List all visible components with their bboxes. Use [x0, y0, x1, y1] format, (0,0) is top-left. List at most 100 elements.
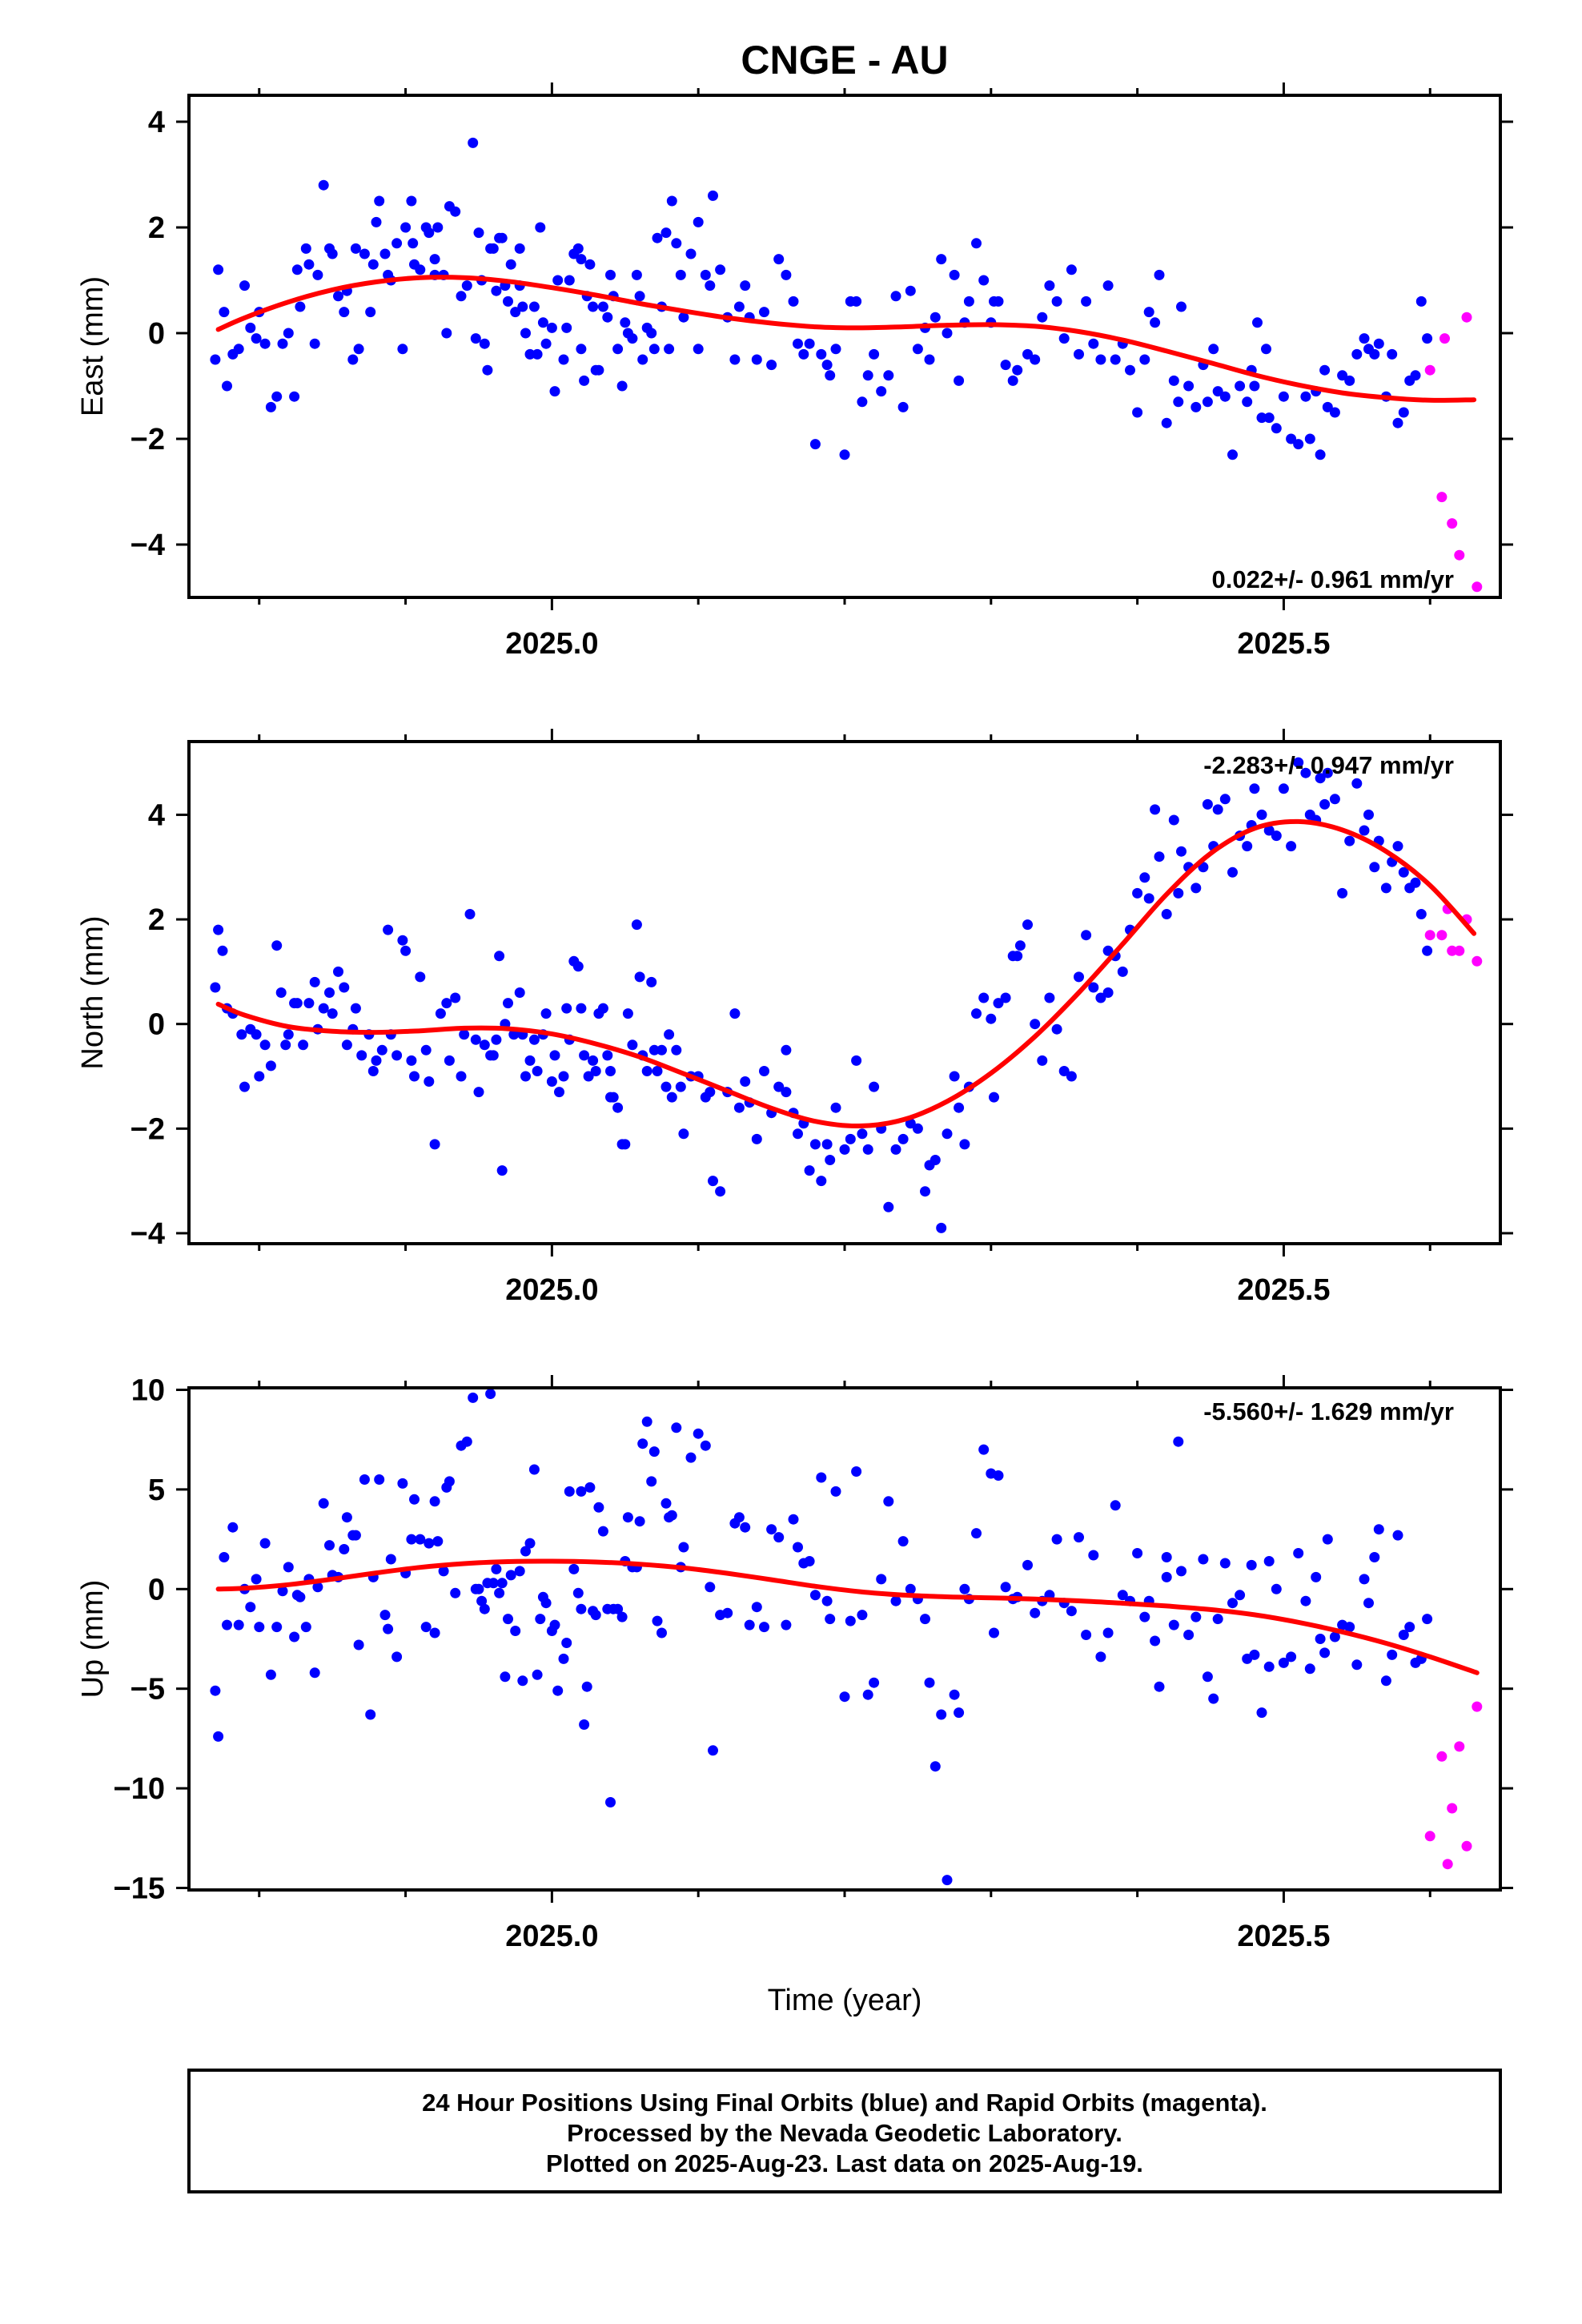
final-orbit-point	[1095, 354, 1106, 365]
final-orbit-point	[1143, 307, 1154, 318]
final-orbit-point	[637, 354, 648, 365]
fit-curve	[215, 275, 1477, 403]
final-orbit-point	[959, 1583, 970, 1594]
final-orbit-point	[1369, 862, 1380, 873]
final-orbit-point	[219, 307, 230, 318]
final-orbit-point	[309, 976, 320, 987]
final-orbit-point	[930, 1155, 941, 1165]
final-orbit-point	[788, 296, 799, 307]
final-orbit-point	[450, 1587, 461, 1598]
final-orbit-point	[385, 1554, 396, 1565]
final-orbit-point	[1235, 380, 1246, 392]
final-orbit-point	[1246, 1559, 1257, 1570]
final-orbit-point	[1256, 1707, 1267, 1719]
final-orbit-point	[383, 1623, 394, 1634]
final-orbit-point	[1161, 1571, 1172, 1582]
final-orbit-point	[759, 1066, 769, 1076]
final-orbit-point	[1278, 1657, 1289, 1668]
final-orbit-point	[444, 1055, 455, 1066]
final-orbit-point	[584, 259, 596, 270]
final-orbit-point	[993, 998, 1004, 1009]
final-orbit-point	[1117, 1590, 1128, 1601]
final-orbit-point	[1095, 1651, 1106, 1663]
footer-line-1: 24 Hour Positions Using Final Orbits (bl…	[422, 2089, 1267, 2117]
final-orbit-point	[1044, 280, 1055, 292]
final-orbit-point	[441, 998, 452, 1009]
final-orbit-point	[1392, 1530, 1403, 1541]
final-orbit-point	[1319, 1647, 1331, 1659]
x-tick-label: 2025.0	[505, 627, 598, 661]
final-orbit-point	[646, 976, 657, 987]
plot-frame	[187, 94, 1502, 599]
final-orbit-point	[1202, 798, 1213, 810]
final-orbit-point	[857, 1610, 868, 1621]
final-orbit-point	[350, 1530, 361, 1541]
final-orbit-point	[700, 269, 711, 280]
rapid-orbit-point	[1436, 492, 1447, 503]
final-orbit-point	[986, 1013, 997, 1024]
final-orbit-point	[1000, 992, 1011, 1003]
final-orbit-point	[1344, 835, 1355, 846]
final-orbit-point	[993, 1470, 1004, 1481]
final-orbit-point	[971, 238, 982, 249]
final-orbit-point	[809, 439, 821, 450]
x-axis-label: Time (year)	[768, 1984, 922, 2017]
final-orbit-point	[213, 924, 224, 935]
final-orbit-point	[905, 1583, 916, 1594]
final-orbit-point	[251, 1029, 262, 1040]
final-orbit-point	[678, 1128, 689, 1140]
rapid-orbit-point	[1447, 1803, 1458, 1814]
final-orbit-point	[920, 1614, 930, 1625]
final-orbit-point	[353, 344, 364, 355]
final-orbit-point	[581, 1681, 592, 1692]
x-tick-label: 2025.5	[1237, 627, 1330, 661]
final-orbit-point	[1286, 841, 1297, 852]
final-orbit-point	[605, 1797, 616, 1807]
final-orbit-point	[793, 1128, 803, 1140]
final-orbit-point	[510, 307, 521, 318]
final-orbit-point	[520, 1546, 531, 1557]
y-tick-label: 0	[148, 1573, 165, 1606]
rapid-orbit-point	[1472, 581, 1483, 593]
final-orbit-point	[374, 195, 385, 207]
final-orbit-point	[528, 1034, 540, 1045]
final-orbit-point	[1058, 333, 1070, 344]
y-tick-label: −4	[130, 529, 165, 562]
rapid-orbit-point	[1439, 333, 1450, 344]
final-orbit-point	[627, 333, 638, 344]
final-orbit-point	[1161, 417, 1172, 428]
final-orbit-point	[1263, 1661, 1275, 1672]
final-orbit-point	[729, 1008, 741, 1019]
final-orbit-point	[773, 1081, 785, 1092]
final-orbit-point	[1300, 767, 1311, 778]
y-tick-label: −10	[114, 1772, 165, 1806]
final-orbit-point	[1014, 940, 1026, 951]
final-orbit-point	[222, 1619, 232, 1630]
final-orbit-point	[1191, 1611, 1202, 1622]
final-orbit-point	[978, 275, 990, 286]
final-orbit-point	[222, 380, 232, 392]
final-orbit-point	[1058, 1066, 1070, 1076]
final-orbit-point	[883, 1201, 894, 1212]
final-orbit-point	[532, 1066, 543, 1076]
final-orbit-point	[213, 264, 224, 275]
final-orbit-point	[528, 1464, 540, 1475]
final-orbit-point	[227, 1522, 239, 1533]
final-orbit-point	[839, 449, 850, 460]
final-orbit-point	[540, 1008, 552, 1019]
final-orbit-point	[781, 1044, 792, 1055]
final-orbit-point	[1415, 296, 1427, 307]
plot-frame	[187, 740, 1502, 1245]
final-orbit-point	[1074, 971, 1084, 983]
final-orbit-point	[1000, 360, 1011, 371]
final-orbit-point	[1278, 391, 1289, 402]
final-orbit-point	[327, 248, 338, 259]
final-orbit-point	[733, 1102, 745, 1113]
final-orbit-point	[1150, 804, 1161, 815]
final-orbit-point	[890, 291, 901, 302]
final-orbit-point	[576, 1486, 587, 1497]
footer-box: 24 Hour Positions Using Final Orbits (bl…	[187, 2069, 1502, 2193]
final-orbit-point	[830, 1486, 841, 1497]
final-orbit-point	[1398, 407, 1409, 418]
final-orbit-point	[470, 333, 481, 344]
